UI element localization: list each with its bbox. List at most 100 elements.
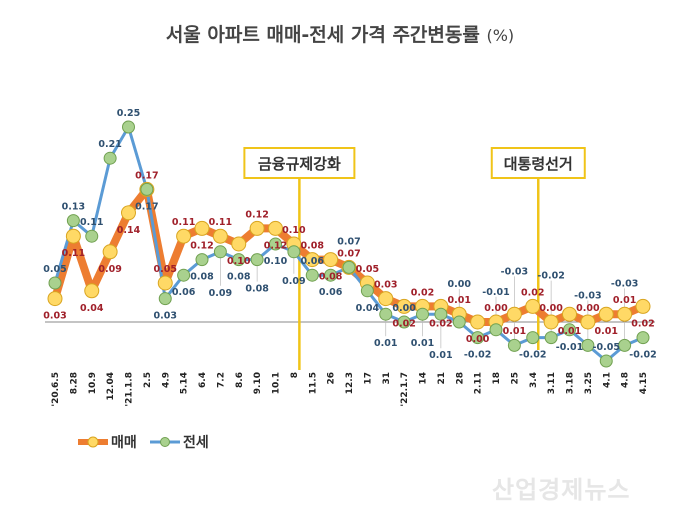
data-point [65,228,81,244]
x-tick-label: 3.4 [529,372,539,388]
x-tick-label: 26 [327,372,337,385]
data-label: 0.07 [337,236,360,247]
data-label: 0.08 [190,272,214,283]
data-point [581,338,595,352]
data-label: 0.02 [429,318,452,329]
data-point [121,205,136,221]
legend-label: 매매 [111,435,137,451]
data-label: -0.03 [574,290,601,301]
data-point [379,307,393,321]
data-label: 0.21 [98,139,121,150]
data-point [47,291,63,307]
data-label: 0.01 [503,326,526,337]
data-point [250,253,264,267]
x-tick-label: 10.9 [88,372,98,394]
x-tick-label: 2.5 [143,372,153,388]
data-point [122,120,135,134]
data-label: 0.04 [80,303,104,314]
data-point [525,298,541,314]
x-tick-label: 17 [363,372,373,385]
data-label: 0.11 [80,217,103,228]
x-tick-label: 10.1 [272,372,282,394]
data-label: 0.12 [264,240,287,251]
legend-marker [87,436,99,448]
data-label: 0.17 [135,170,158,181]
data-label: 0.00 [539,303,563,314]
data-label: 0.00 [576,303,600,314]
data-point [434,307,448,321]
data-label: 0.00 [466,334,490,345]
data-label: 0.08 [245,284,269,295]
data-point [231,236,247,252]
data-point [635,298,651,314]
annotation-box [490,147,586,179]
data-label: 0.10 [282,225,306,236]
data-label: 0.08 [319,272,343,283]
data-point [323,252,339,268]
data-point [489,323,503,337]
data-point [526,331,540,345]
x-tick-label: 3.25 [584,372,594,394]
data-point [599,354,613,368]
data-point [102,244,118,260]
x-tick-label: 11.5 [308,372,318,394]
data-label: 0.11 [172,217,195,228]
data-label: 0.06 [319,287,343,298]
data-label: 0.12 [245,209,268,220]
data-label: 0.01 [429,350,452,361]
data-label: -0.01 [482,287,509,298]
x-tick-label: 31 [382,372,392,385]
x-tick-label: 12.3 [345,372,355,394]
data-point [269,237,282,251]
data-label: 0.10 [264,256,288,267]
data-point [287,245,301,259]
data-point [66,214,80,228]
data-label: -0.01 [556,342,583,353]
data-label: 0.08 [227,272,251,283]
data-point [562,306,577,322]
data-label: 0.02 [411,287,434,298]
data-point [305,268,319,282]
data-point [84,283,100,299]
data-label: 0.04 [356,303,380,314]
data-point [176,228,192,244]
x-tick-label: 25 [510,372,520,385]
data-point [471,331,485,345]
data-label: 0.09 [282,276,305,287]
data-label: 0.09 [98,264,121,275]
data-point [378,291,394,307]
data-label: 0.11 [209,217,232,228]
data-label: 0.10 [227,256,251,267]
data-label: -0.02 [464,350,491,361]
data-point [157,275,173,291]
data-label: 0.05 [356,264,379,275]
data-point [397,315,411,329]
data-point [212,228,228,244]
data-point [232,253,246,267]
data-label: 0.06 [172,287,196,298]
x-tick-label: 9.10 [253,372,263,394]
data-label: 0.01 [595,326,618,337]
x-tick-label: 14 [419,372,429,385]
data-point [416,307,429,321]
data-label: 0.12 [190,240,213,251]
x-tick-label: 12.04 [106,372,116,400]
data-point [618,338,632,352]
data-point [85,229,99,243]
data-point [544,331,558,345]
data-label: 0.02 [631,318,654,329]
data-label: -0.02 [519,350,546,361]
data-point [506,306,522,322]
data-point [268,220,283,236]
data-label: -0.02 [629,350,656,361]
data-point [617,306,633,322]
data-label: 0.08 [301,241,325,252]
x-tick-label: 4.9 [161,372,171,388]
data-label: -0.03 [611,278,638,289]
data-label: -0.05 [593,342,620,353]
x-tick-label: 18 [492,372,502,385]
data-label: 0.17 [135,201,158,212]
legend-marker [160,437,170,447]
